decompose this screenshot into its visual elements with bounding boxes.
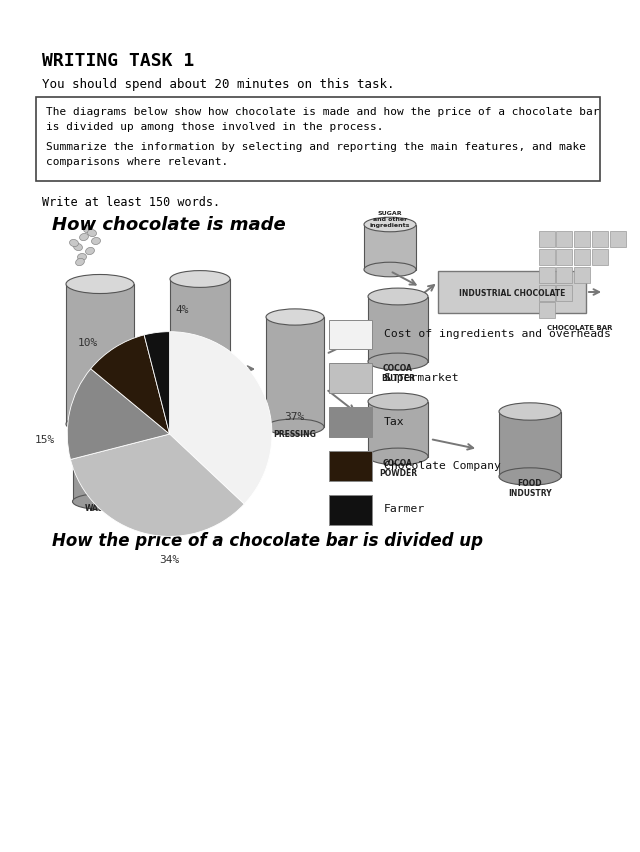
Bar xyxy=(539,285,555,302)
Bar xyxy=(364,225,416,270)
Bar xyxy=(592,232,608,248)
Ellipse shape xyxy=(77,254,86,262)
Text: SUGAR
and other
ingredients: SUGAR and other ingredients xyxy=(370,211,410,227)
Ellipse shape xyxy=(70,240,78,247)
Ellipse shape xyxy=(368,448,428,465)
Bar xyxy=(539,232,555,248)
Wedge shape xyxy=(91,336,170,435)
Text: INDUSTRIAL CHOCOLATE: INDUSTRIAL CHOCOLATE xyxy=(459,288,565,297)
Bar xyxy=(539,303,555,319)
Ellipse shape xyxy=(86,248,95,256)
Wedge shape xyxy=(170,332,272,504)
Text: You should spend about 20 minutes on this task.: You should spend about 20 minutes on thi… xyxy=(42,78,394,91)
Text: COCOA
POWDER: COCOA POWDER xyxy=(379,458,417,478)
Bar xyxy=(368,297,428,362)
Bar xyxy=(556,232,572,248)
Text: PRESSING: PRESSING xyxy=(273,429,316,439)
Bar xyxy=(330,407,371,438)
Text: CHOCOLATE BAR: CHOCOLATE BAR xyxy=(547,325,612,331)
Text: COCOA
LIQUOR: COCOA LIQUOR xyxy=(184,441,216,461)
Wedge shape xyxy=(70,435,244,537)
Bar xyxy=(610,232,626,248)
Bar xyxy=(330,320,371,350)
Bar xyxy=(330,495,371,525)
Bar xyxy=(66,285,134,424)
Ellipse shape xyxy=(266,419,324,435)
Text: COCOA
BUTTER: COCOA BUTTER xyxy=(381,364,415,383)
Bar xyxy=(170,279,230,440)
Text: Summarize the information by selecting and reporting the main features, and make: Summarize the information by selecting a… xyxy=(46,141,586,152)
Text: 37%: 37% xyxy=(284,412,305,421)
Text: 4%: 4% xyxy=(175,305,189,314)
Bar xyxy=(539,250,555,266)
Bar xyxy=(266,318,324,428)
Text: 10%: 10% xyxy=(77,337,98,348)
Bar xyxy=(592,250,608,266)
Ellipse shape xyxy=(368,394,428,411)
Bar xyxy=(574,268,590,284)
Bar xyxy=(574,232,590,248)
Text: Chocolate Company: Chocolate Company xyxy=(383,460,500,470)
Bar xyxy=(438,272,586,314)
Ellipse shape xyxy=(368,354,428,371)
Ellipse shape xyxy=(170,431,230,448)
Text: 34%: 34% xyxy=(159,555,180,564)
Ellipse shape xyxy=(76,259,84,267)
Bar xyxy=(368,402,428,457)
Text: COCOA
GRINDING: COCOA GRINDING xyxy=(78,435,122,454)
Ellipse shape xyxy=(170,271,230,288)
Bar xyxy=(556,285,572,302)
Bar xyxy=(539,268,555,284)
Bar xyxy=(330,364,371,394)
Ellipse shape xyxy=(72,440,127,455)
Ellipse shape xyxy=(364,218,416,233)
Text: 15%: 15% xyxy=(35,435,55,445)
Bar xyxy=(330,452,371,481)
Text: WRITING TASK 1: WRITING TASK 1 xyxy=(42,52,195,70)
Text: How chocolate is made: How chocolate is made xyxy=(52,216,285,233)
Text: Tax: Tax xyxy=(383,417,404,426)
Text: Farmer: Farmer xyxy=(383,504,425,514)
Ellipse shape xyxy=(66,415,134,434)
Text: is divided up among those involved in the process.: is divided up among those involved in th… xyxy=(46,122,383,132)
Ellipse shape xyxy=(79,234,88,241)
Bar xyxy=(556,250,572,266)
Ellipse shape xyxy=(74,244,83,251)
Ellipse shape xyxy=(364,263,416,278)
Ellipse shape xyxy=(368,289,428,306)
Ellipse shape xyxy=(88,230,97,238)
Text: FOOD
INDUSTRY: FOOD INDUSTRY xyxy=(508,479,552,498)
Text: WASTE: WASTE xyxy=(85,504,115,512)
Ellipse shape xyxy=(83,227,93,233)
Wedge shape xyxy=(67,370,170,460)
Ellipse shape xyxy=(92,238,100,245)
Bar xyxy=(72,447,127,502)
Bar xyxy=(556,268,572,284)
Bar xyxy=(499,412,561,477)
Ellipse shape xyxy=(72,494,127,509)
Ellipse shape xyxy=(499,469,561,486)
Text: Write at least 150 words.: Write at least 150 words. xyxy=(42,196,220,209)
Bar xyxy=(574,250,590,266)
Text: Supermarket: Supermarket xyxy=(383,372,459,383)
FancyBboxPatch shape xyxy=(36,98,600,181)
Text: How the price of a chocolate bar is divided up: How the price of a chocolate bar is divi… xyxy=(52,532,483,550)
Ellipse shape xyxy=(499,403,561,421)
Text: comparisons where relevant.: comparisons where relevant. xyxy=(46,157,228,167)
Ellipse shape xyxy=(66,275,134,294)
Text: Cost of ingredients and overheads: Cost of ingredients and overheads xyxy=(383,329,611,339)
Ellipse shape xyxy=(266,309,324,325)
Wedge shape xyxy=(144,332,170,435)
Text: The diagrams below show how chocolate is made and how the price of a chocolate b: The diagrams below show how chocolate is… xyxy=(46,106,600,117)
